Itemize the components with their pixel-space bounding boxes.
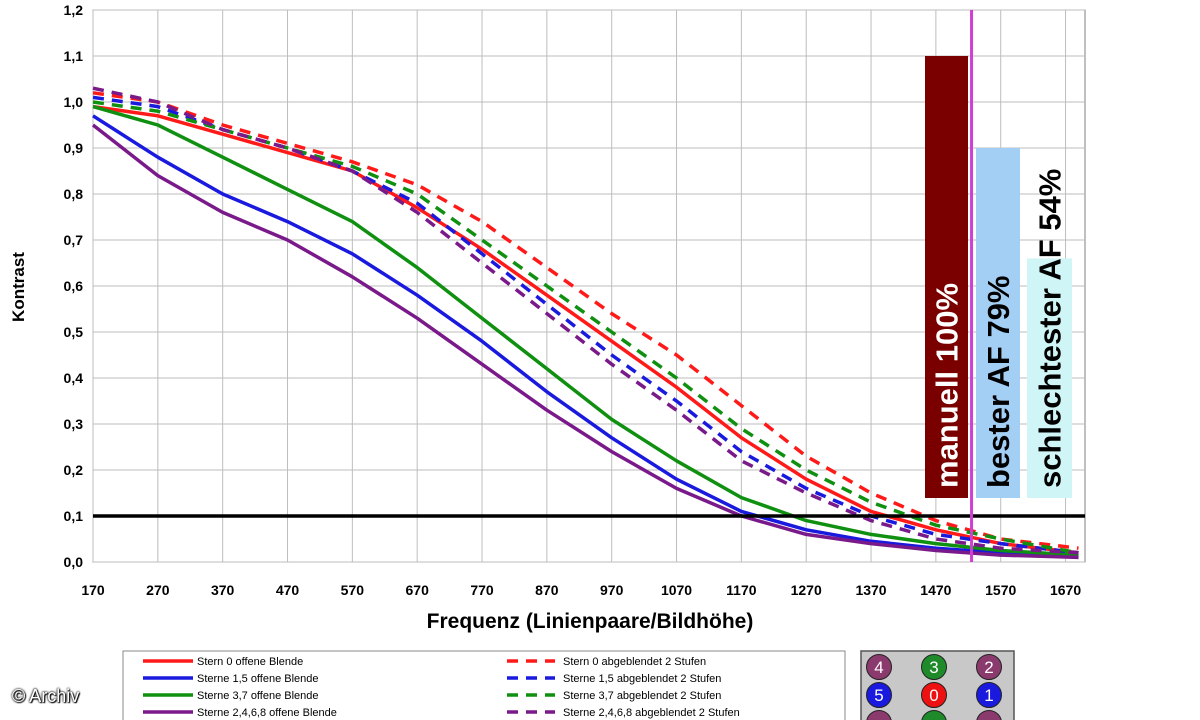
bar-label: bester AF 79%: [981, 276, 1016, 489]
x-tick-label: 370: [211, 582, 235, 598]
legend-entry: Sterne 1,5 offene Blende: [197, 673, 319, 685]
series-line: [91, 123, 1079, 560]
axis-layer: 0,0 0,1 0,2 0,3 0,4 0,5 0,6 0,7 0,8 0,9 1,0 1,1 1,2 1…: [64, 2, 1082, 598]
grid-layer: [92, 9, 1086, 563]
star-position-marker: [866, 654, 892, 680]
x-tick-label: 170: [81, 582, 105, 598]
y-tick-label: 0,4: [64, 370, 84, 386]
star-position-marker: [921, 710, 947, 720]
star-position-label: 4: [874, 658, 883, 677]
x-tick-label: 970: [600, 582, 624, 598]
legend-entry: Stern 0 abgeblendet 2 Stufen: [563, 656, 706, 668]
legend-box: [122, 650, 846, 720]
y-tick-label: 0,6: [64, 278, 84, 294]
bar: [976, 148, 1020, 498]
x-tick-label: 1070: [661, 582, 692, 598]
star-layout-panel: 4 3 2 5 0 1: [860, 650, 1015, 720]
series-layer: [91, 86, 1079, 560]
y-tick-label: 0,9: [64, 140, 84, 156]
legend-entry: Sterne 3,7 offene Blende: [197, 690, 319, 702]
x-tick-label: 1370: [855, 582, 886, 598]
star-position-marker: [976, 682, 1002, 708]
x-tick-label: 1170: [726, 582, 757, 598]
star-position-marker: [921, 682, 947, 708]
copyright-icon: ©: [12, 686, 26, 706]
y-tick-label: 1,1: [64, 48, 84, 64]
credit-text: Archiv: [29, 686, 80, 706]
y-tick-label: 0,7: [64, 232, 84, 248]
series-line: [92, 86, 1079, 555]
y-tick-label: 1,0: [64, 94, 84, 110]
x-tick-label: 470: [276, 582, 300, 598]
star-position-marker: [921, 654, 947, 680]
star-position-label: 2: [984, 658, 993, 677]
star-position-label: 1: [984, 686, 993, 705]
legend-entry: Sterne 3,7 abgeblendet 2 Stufen: [563, 690, 721, 702]
series-line: [92, 104, 1079, 557]
y-tick-label: 0,3: [64, 416, 84, 432]
star-position-label: 3: [929, 658, 938, 677]
x-tick-label: 1670: [1050, 582, 1081, 598]
x-tick-label: 1270: [791, 582, 822, 598]
legend: Stern 0 offene Blende Sterne 1,5 offene B…: [122, 650, 846, 720]
star-position-marker: [976, 710, 1002, 720]
x-tick-label: 870: [535, 582, 559, 598]
legend-entry: Sterne 2,4,6,8 offene Blende: [197, 707, 337, 719]
y-tick-label: 1,2: [64, 2, 84, 18]
x-tick-label: 270: [146, 582, 170, 598]
star-position-marker: [866, 710, 892, 720]
x-tick-label: 570: [341, 582, 365, 598]
series-line: [92, 91, 1079, 550]
legend-entry: Stern 0 offene Blende: [197, 656, 303, 668]
bar-label: schlechtester AF 54%: [1033, 169, 1068, 488]
series-line: [92, 104, 1079, 555]
series-line: [92, 114, 1079, 560]
bars-layer: manuell 100% bester AF 79% schlechtester A…: [925, 56, 1072, 498]
star-position-label: 0: [929, 686, 938, 705]
bar-label: manuell 100%: [930, 283, 965, 488]
y-tick-label: 0,8: [64, 186, 84, 202]
x-tick-label: 770: [470, 582, 494, 598]
series-line: [92, 100, 1079, 555]
star-position-marker: [976, 654, 1002, 680]
y-tick-label: 0,5: [64, 324, 84, 340]
y-tick-label: 0,1: [64, 508, 84, 524]
y-tick-label: 0,2: [64, 462, 84, 478]
y-tick-label: 0,0: [64, 554, 84, 570]
legend-entry: Sterne 1,5 abgeblendet 2 Stufen: [563, 673, 721, 685]
x-tick-label: 670: [406, 582, 430, 598]
star-position-label: 5: [874, 686, 883, 705]
reference-layer: [93, 10, 1085, 562]
bar: [1027, 258, 1072, 498]
legend-entry: Sterne 2,4,6,8 abgeblendet 2 Stufen: [563, 707, 740, 719]
y-axis-label: Kontrast: [9, 252, 28, 322]
x-tick-label: 1470: [920, 582, 951, 598]
star-position-marker: [866, 682, 892, 708]
credit-label: © Archiv: [12, 686, 79, 707]
x-axis-label: Frequenz (Linienpaare/Bildhöhe): [427, 610, 754, 633]
bar: [925, 56, 968, 498]
x-tick-label: 1570: [985, 582, 1016, 598]
